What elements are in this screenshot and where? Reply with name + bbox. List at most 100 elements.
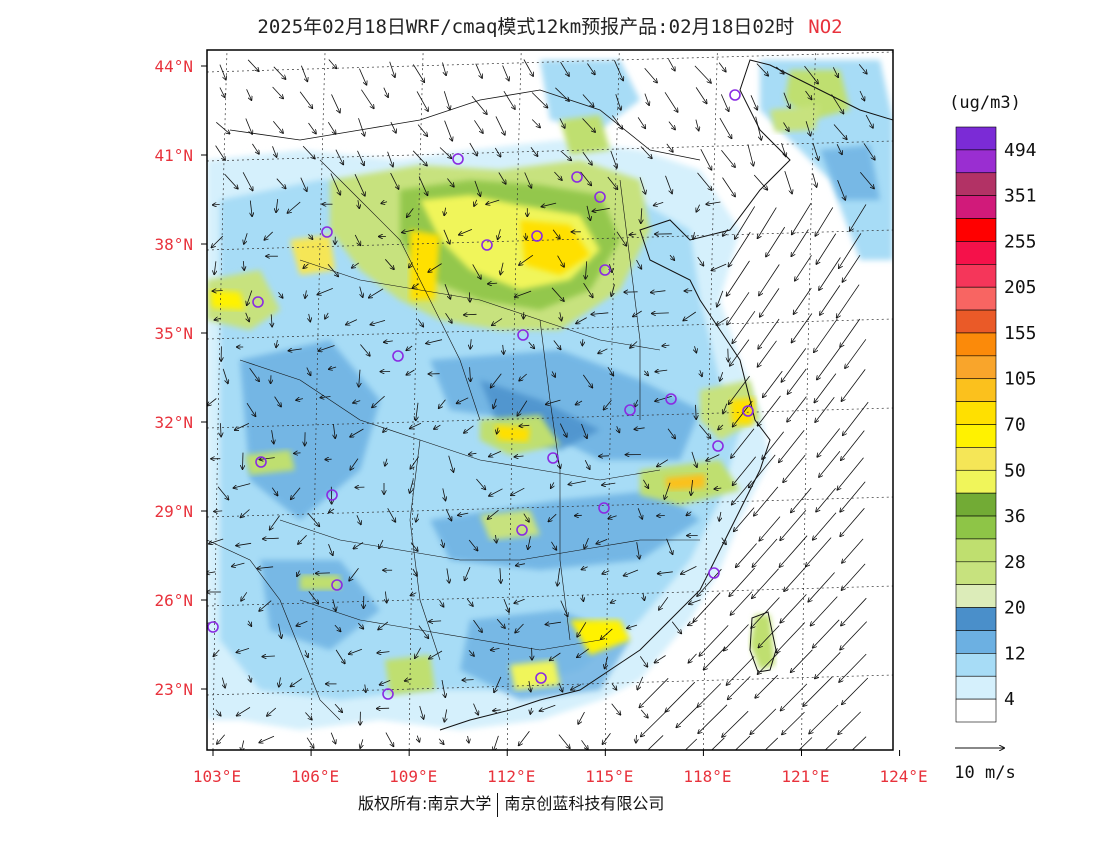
city-marker-icon bbox=[531, 230, 543, 242]
wind-arrow bbox=[316, 573, 330, 574]
lat-label: 32°N bbox=[154, 413, 193, 432]
wind-arrow bbox=[636, 259, 642, 269]
wind-arrow bbox=[245, 118, 252, 135]
wind-arrow bbox=[235, 423, 250, 430]
wind-arrow bbox=[279, 677, 281, 686]
wind-arrow bbox=[704, 647, 726, 670]
wind-arrow bbox=[241, 592, 248, 601]
wind-arrow bbox=[243, 452, 244, 470]
lat-label: 35°N bbox=[154, 324, 193, 343]
wind-arrow bbox=[540, 704, 556, 711]
city-marker-icon bbox=[571, 171, 583, 183]
legend-swatch bbox=[955, 653, 997, 677]
wind-arrow bbox=[688, 622, 695, 625]
wind-arrow bbox=[666, 538, 673, 555]
wind-arrow bbox=[328, 59, 337, 69]
wind-arrow bbox=[236, 543, 252, 545]
wind-arrow bbox=[528, 536, 531, 549]
wind-arrow bbox=[302, 145, 315, 159]
wind-arrow bbox=[731, 428, 755, 458]
wind-arrow bbox=[665, 681, 696, 712]
wind-arrow bbox=[410, 542, 418, 551]
wind-arrow bbox=[839, 653, 867, 682]
wind-arrow bbox=[841, 430, 865, 461]
wind-arrow bbox=[576, 317, 587, 324]
wind-arrow bbox=[216, 121, 229, 133]
wind-arrow bbox=[493, 710, 501, 711]
legend-unit: (ug/m3) bbox=[949, 93, 1021, 113]
wind-arrow bbox=[236, 648, 250, 652]
wind-arrow bbox=[402, 230, 415, 233]
wind-arrow bbox=[246, 89, 252, 100]
wind-arrow bbox=[728, 348, 729, 362]
legend-swatch bbox=[955, 447, 997, 471]
color-legend: 494 351 255 205 155 105 70 50 36 28 20 12 4 bbox=[955, 126, 1037, 723]
wind-arrow bbox=[669, 254, 674, 260]
wind-arrow bbox=[272, 430, 274, 443]
wind-arrow bbox=[583, 282, 593, 297]
wind-arrow bbox=[776, 66, 784, 74]
wind-arrow bbox=[813, 619, 840, 648]
wind-arrow bbox=[252, 143, 259, 154]
wind-arrow bbox=[492, 318, 503, 326]
wind-arrow bbox=[747, 144, 754, 166]
city-marker-icon bbox=[599, 264, 611, 276]
wind-arrow bbox=[643, 592, 645, 600]
wind-arrow bbox=[468, 735, 469, 743]
wind-arrow bbox=[666, 143, 673, 152]
wind-arrow bbox=[809, 704, 839, 734]
wind-arrow bbox=[224, 173, 238, 189]
wind-arrow bbox=[278, 623, 282, 638]
wind-arrow bbox=[611, 703, 621, 715]
wind-arrow bbox=[405, 679, 412, 681]
wind-arrow bbox=[528, 341, 535, 348]
wind-arrow bbox=[840, 507, 865, 536]
wind-arrow bbox=[760, 288, 780, 316]
wind-arrow bbox=[274, 396, 282, 407]
wind-arrow bbox=[325, 312, 328, 319]
wind-arrow bbox=[464, 425, 474, 433]
city-marker-icon bbox=[321, 226, 333, 238]
wind-arrow bbox=[457, 397, 469, 404]
wind-arrow bbox=[558, 734, 570, 749]
wind-arrow bbox=[291, 678, 303, 687]
wind-arrow bbox=[681, 566, 697, 574]
wind-arrow bbox=[272, 121, 283, 133]
wind-arrow bbox=[840, 621, 867, 650]
legend-swatch bbox=[955, 355, 997, 380]
wind-arrow bbox=[412, 64, 424, 83]
wind-arrow bbox=[334, 624, 341, 631]
wind-arrow bbox=[276, 178, 286, 189]
wind-arrow bbox=[428, 263, 442, 273]
wind-arrow bbox=[250, 200, 252, 217]
wind-arrow bbox=[697, 172, 712, 190]
wind-arrow bbox=[560, 600, 568, 617]
wind-arrow bbox=[515, 623, 524, 633]
wind-arrow bbox=[602, 733, 611, 744]
wind-arrow bbox=[271, 487, 277, 496]
wind-arrow bbox=[410, 456, 420, 469]
wind-arrow bbox=[350, 458, 359, 470]
wind-arrow bbox=[781, 348, 807, 382]
wind-arrow bbox=[806, 537, 832, 567]
wind-arrow bbox=[445, 312, 452, 323]
wind-arrow bbox=[808, 572, 835, 602]
wind-arrow bbox=[582, 567, 588, 570]
wind-arrow bbox=[476, 478, 485, 490]
wind-arrow bbox=[232, 562, 245, 566]
wind-arrow bbox=[706, 202, 721, 204]
wind-arrow bbox=[805, 90, 812, 99]
wind-arrow bbox=[243, 261, 244, 270]
graticule-lon-line bbox=[604, 50, 620, 750]
wind-arrow bbox=[503, 344, 504, 354]
wind-arrow bbox=[614, 60, 623, 80]
wind-arrow bbox=[720, 371, 723, 381]
wind-arrow bbox=[517, 400, 528, 416]
lon-label: 124°E bbox=[879, 767, 927, 786]
wind-arrow bbox=[468, 539, 478, 551]
legend-swatch bbox=[955, 126, 997, 151]
graticule-lon-line bbox=[310, 50, 326, 750]
wind-arrow bbox=[515, 290, 532, 297]
wind-arrow bbox=[730, 339, 750, 366]
wind-arrow bbox=[496, 618, 505, 628]
